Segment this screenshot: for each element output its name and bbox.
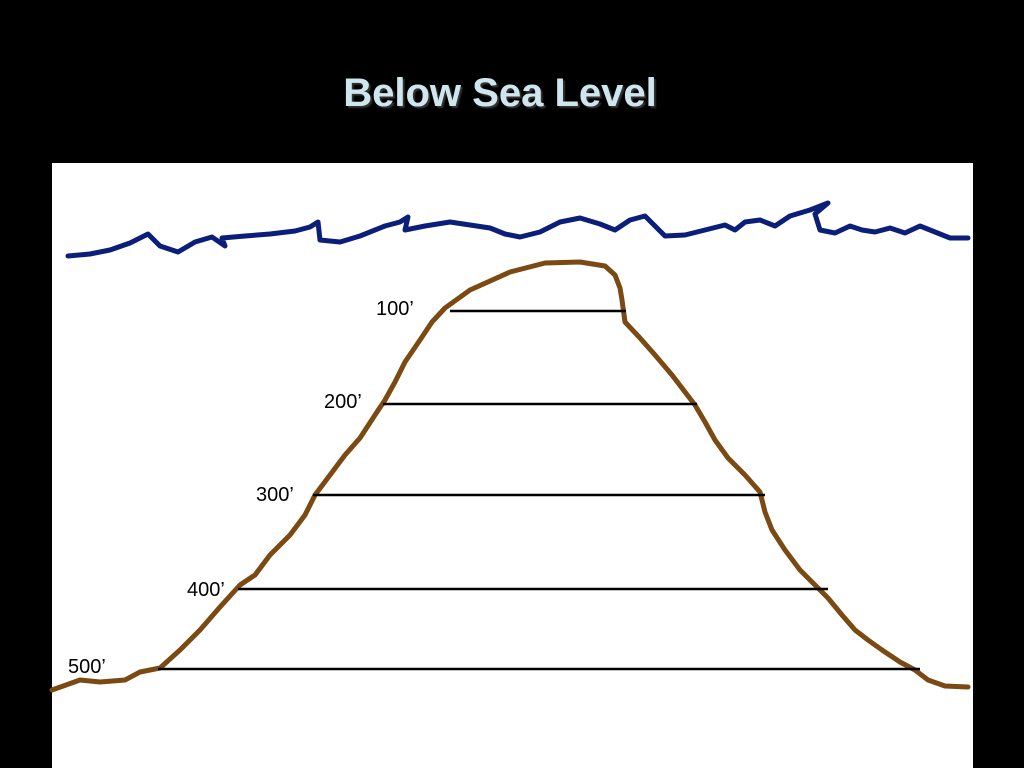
depth-label: 200’	[324, 391, 362, 413]
diagram-area	[52, 163, 973, 768]
slide-title: Below Sea Level	[343, 71, 656, 115]
depth-label: 500’	[68, 656, 106, 678]
depth-label: 400’	[187, 579, 225, 601]
depth-lines	[158, 309, 920, 671]
depth-label: 300’	[256, 484, 294, 506]
sea-surface	[65, 200, 971, 259]
depth-label: 100’	[376, 298, 414, 320]
